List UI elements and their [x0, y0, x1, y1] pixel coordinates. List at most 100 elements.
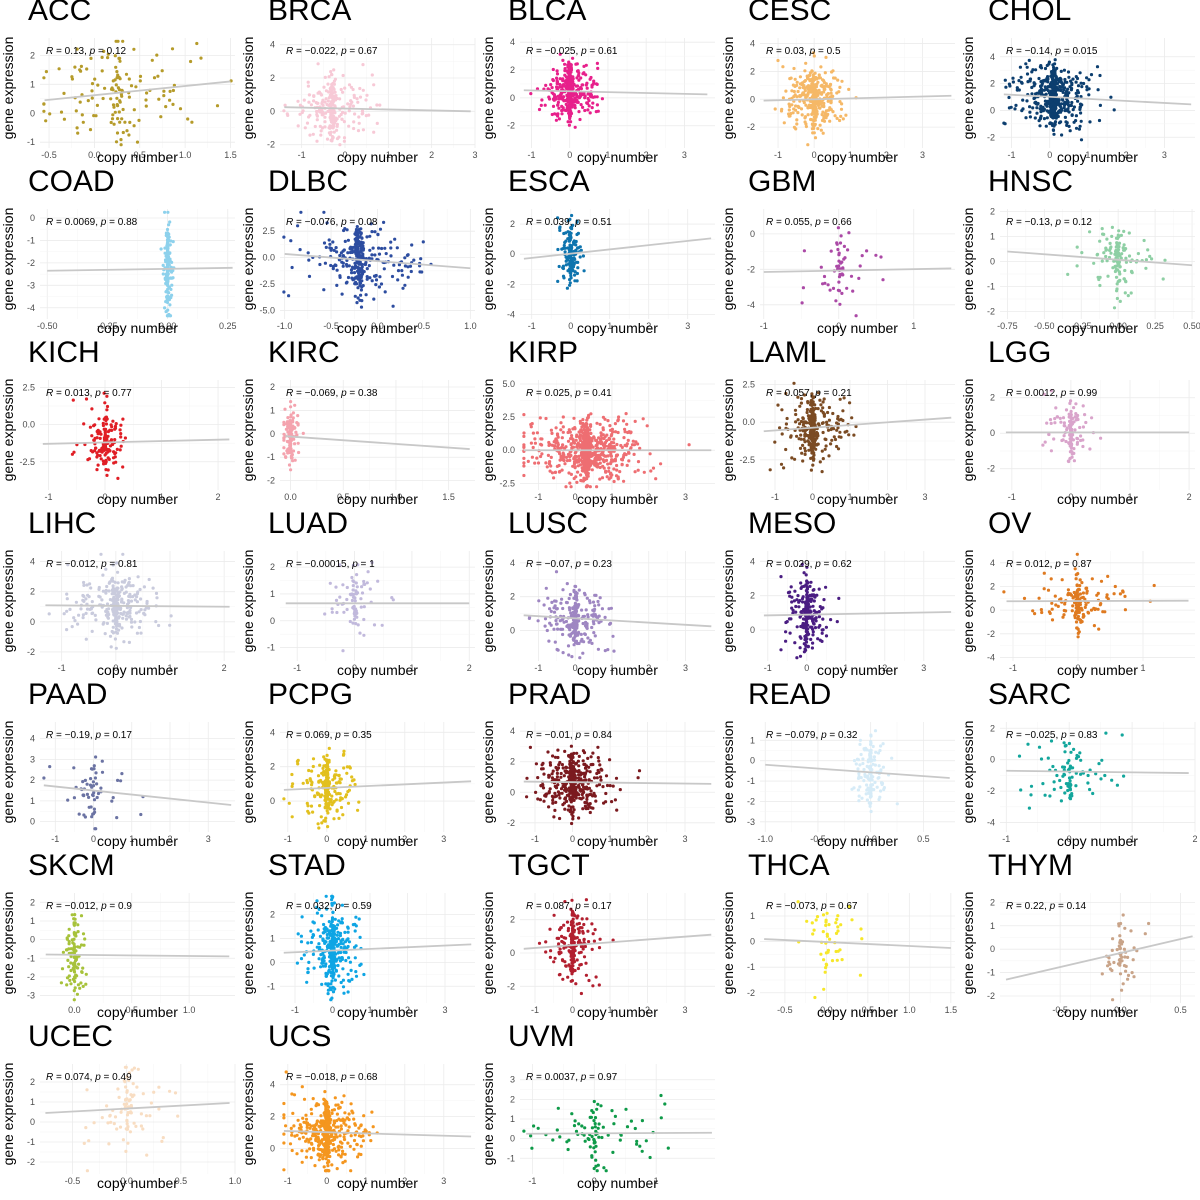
data-point [103, 430, 107, 434]
data-point [627, 459, 631, 463]
data-point [573, 125, 577, 129]
data-point [332, 121, 336, 125]
data-point [129, 620, 134, 624]
data-point [306, 80, 310, 84]
data-points [800, 226, 885, 318]
data-point [1122, 243, 1126, 247]
data-point [571, 240, 576, 244]
data-point [1062, 421, 1066, 425]
data-point [290, 456, 294, 460]
data-point [1070, 100, 1074, 105]
data-point [582, 640, 586, 644]
x-tick-label: 1.0 [179, 150, 192, 160]
correlation-annotation: R = −0.069, p = 0.38 [286, 388, 378, 399]
data-point [544, 586, 548, 590]
data-point [827, 405, 831, 410]
data-point [840, 273, 844, 277]
data-point [846, 248, 850, 252]
data-point [329, 85, 334, 90]
data-point [315, 118, 319, 122]
data-point [169, 614, 173, 618]
y-tick-label: 0.0 [742, 417, 755, 427]
y-tick-label: -4 [747, 300, 755, 310]
data-point [558, 452, 562, 456]
data-point [593, 604, 597, 608]
data-point [586, 108, 590, 112]
data-point [288, 430, 292, 434]
data-point [826, 99, 830, 103]
data-point [1068, 425, 1072, 429]
data-point [73, 619, 77, 623]
correlation-annotation: R = 0.057, p = 0.21 [766, 388, 852, 399]
data-point [74, 109, 78, 113]
data-point [379, 282, 384, 286]
data-point [375, 121, 379, 125]
data-point [795, 118, 799, 122]
data-point [342, 228, 346, 233]
x-tick-label: 0 [812, 150, 817, 160]
data-point [796, 89, 800, 94]
data-point [285, 420, 289, 424]
data-point [827, 108, 831, 112]
data-point [773, 440, 777, 444]
data-point [522, 443, 526, 447]
data-point [818, 605, 822, 609]
data-point [811, 438, 815, 442]
y-tick-label: -2 [267, 140, 275, 150]
data-point [282, 423, 286, 427]
data-point [121, 130, 125, 135]
data-point [44, 119, 48, 123]
data-point [1046, 77, 1050, 81]
data-point [798, 94, 802, 98]
data-point [329, 130, 333, 134]
data-point [390, 274, 395, 279]
data-point [318, 262, 322, 267]
data-point [106, 616, 110, 620]
data-point [535, 456, 539, 460]
data-point [113, 424, 118, 428]
data-point [368, 276, 372, 280]
data-point [794, 610, 798, 614]
data-point [312, 99, 316, 103]
data-point [590, 106, 594, 110]
data-point [588, 111, 592, 115]
data-point [1028, 110, 1032, 114]
data-point [108, 444, 113, 448]
data-point [382, 220, 386, 224]
data-point [571, 75, 575, 79]
data-point [1051, 84, 1055, 89]
data-point [118, 448, 122, 452]
data-point [103, 434, 107, 438]
data-point [827, 418, 831, 422]
data-point [1104, 254, 1108, 259]
data-point [874, 253, 878, 257]
data-point [121, 552, 125, 556]
data-point [565, 459, 569, 463]
data-point [1102, 251, 1106, 255]
y-tick-label: -2 [27, 647, 35, 657]
data-point [836, 78, 840, 82]
data-point [134, 611, 139, 615]
data-point [90, 96, 94, 100]
data-point [561, 97, 565, 101]
data-point [617, 415, 621, 419]
data-point [561, 77, 565, 81]
data-point [338, 563, 342, 567]
data-point [609, 454, 613, 458]
data-point [1067, 75, 1071, 79]
data-point [70, 625, 74, 629]
data-point [48, 112, 52, 116]
data-point [345, 228, 349, 232]
y-tick-label: 0.0 [502, 445, 515, 455]
y-tick-label: -2.5 [499, 478, 515, 488]
data-point [380, 623, 384, 627]
data-point [113, 110, 117, 114]
y-tick-label: 0.0 [262, 253, 275, 263]
data-point [627, 451, 631, 455]
data-point [792, 66, 796, 71]
data-point [370, 230, 374, 234]
regression-line [285, 435, 470, 450]
data-point [575, 69, 580, 73]
data-point [828, 83, 832, 87]
